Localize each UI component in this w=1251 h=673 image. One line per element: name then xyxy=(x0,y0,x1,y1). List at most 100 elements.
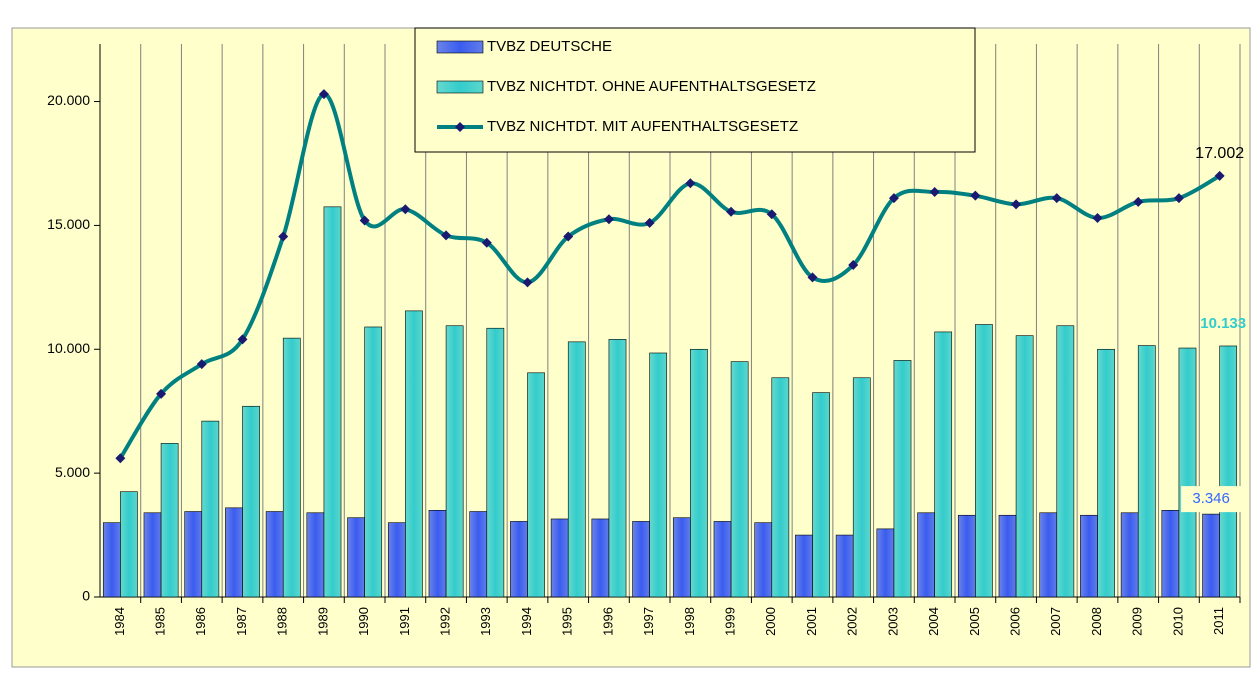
bar xyxy=(265,511,284,598)
bar xyxy=(550,518,569,598)
x-tick-label: 1989 xyxy=(315,607,330,636)
bar xyxy=(649,352,668,598)
x-tick-label: 1998 xyxy=(682,607,697,636)
bar xyxy=(795,534,813,598)
bar xyxy=(405,310,423,598)
bar xyxy=(1097,348,1115,598)
x-tick-label: 2007 xyxy=(1048,607,1063,636)
x-tick-label: 2005 xyxy=(967,607,982,636)
line-marker xyxy=(1051,193,1062,204)
line-marker xyxy=(888,193,899,204)
legend-label: TVBZ NICHTDT. MIT AUFENTHALTSGESETZ xyxy=(487,118,798,135)
bar xyxy=(876,528,895,598)
line-marker xyxy=(848,260,859,271)
y-tick-label: 20.000 xyxy=(47,92,90,108)
line-marker xyxy=(156,388,167,399)
bar xyxy=(1202,513,1220,598)
line-marker xyxy=(115,453,126,464)
y-tick-label: 15.000 xyxy=(47,216,90,232)
y-tick-label: 0 xyxy=(82,588,90,604)
bar xyxy=(510,521,528,598)
bar xyxy=(957,514,976,598)
line-marker xyxy=(1133,196,1144,207)
line-marker xyxy=(441,230,452,241)
line-marker xyxy=(318,89,329,100)
bar xyxy=(160,443,179,598)
x-tick-label: 1986 xyxy=(193,607,208,636)
legend-label: TVBZ NICHTDT. OHNE AUFENTHALTSGESETZ xyxy=(487,78,816,95)
bar xyxy=(143,512,162,598)
x-tick-label: 1985 xyxy=(153,607,168,636)
bar xyxy=(102,522,121,598)
bar xyxy=(998,514,1017,598)
x-tick-label: 1997 xyxy=(641,607,656,636)
y-tick-label: 10.000 xyxy=(47,340,90,356)
x-tick-label: 2003 xyxy=(885,607,900,636)
line-marker xyxy=(726,206,737,217)
x-tick-label: 2010 xyxy=(1170,607,1185,636)
x-tick-label: 1988 xyxy=(275,607,290,636)
legend-swatch xyxy=(436,40,484,54)
line-marker xyxy=(196,359,207,370)
x-tick-label: 2004 xyxy=(926,607,941,636)
bar xyxy=(591,518,610,598)
line-marker xyxy=(929,186,940,197)
bar xyxy=(754,522,773,598)
x-tick-label: 2002 xyxy=(845,607,860,636)
x-tick-label: 2011 xyxy=(1211,607,1226,635)
bar xyxy=(893,360,912,598)
bar xyxy=(1056,325,1075,598)
value-label: 17.002 xyxy=(1195,145,1244,162)
bar xyxy=(469,511,488,598)
bar xyxy=(730,361,749,598)
bar xyxy=(771,377,790,598)
bar xyxy=(1161,509,1180,598)
line-marker xyxy=(359,215,370,226)
bar xyxy=(387,522,406,598)
bar xyxy=(934,331,953,598)
line-marker xyxy=(644,217,655,228)
line-marker xyxy=(1092,212,1103,223)
bar xyxy=(672,517,691,598)
value-label: 3.346 xyxy=(1192,490,1230,507)
bar xyxy=(1178,347,1197,598)
bar xyxy=(1120,512,1139,598)
bar xyxy=(1080,514,1098,598)
bar xyxy=(917,512,935,598)
legend-marker xyxy=(455,122,465,132)
value-label: 10.133 xyxy=(1200,315,1246,332)
line-marker xyxy=(237,334,248,345)
x-tick-label: 1992 xyxy=(438,607,453,636)
line-marker xyxy=(481,237,492,248)
bar xyxy=(445,325,464,598)
line-marker xyxy=(1214,170,1225,181)
x-tick-label: 2000 xyxy=(763,607,778,636)
legend-label: TVBZ DEUTSCHE xyxy=(487,38,612,55)
bar xyxy=(306,512,325,598)
bar xyxy=(835,534,854,598)
bar xyxy=(975,324,993,598)
x-tick-label: 1984 xyxy=(112,607,127,636)
line-marker xyxy=(807,272,818,283)
legend-swatch xyxy=(436,80,484,94)
legend xyxy=(414,27,976,153)
x-tick-label: 1999 xyxy=(723,607,738,636)
bar xyxy=(364,326,383,598)
line-marker xyxy=(685,178,696,189)
x-tick-label: 1995 xyxy=(560,607,575,636)
bar xyxy=(1039,512,1058,598)
bar xyxy=(812,392,830,598)
bar xyxy=(567,341,586,598)
x-tick-label: 1996 xyxy=(600,607,615,636)
bar xyxy=(690,348,708,598)
x-tick-label: 1993 xyxy=(478,607,493,636)
x-tick-label: 1990 xyxy=(356,607,371,636)
bar xyxy=(486,327,505,598)
bar xyxy=(225,507,243,598)
line-marker xyxy=(278,231,289,242)
x-tick-label: 1987 xyxy=(234,607,249,636)
bar xyxy=(1015,335,1034,598)
line-marker xyxy=(766,209,777,220)
bar xyxy=(527,372,545,598)
